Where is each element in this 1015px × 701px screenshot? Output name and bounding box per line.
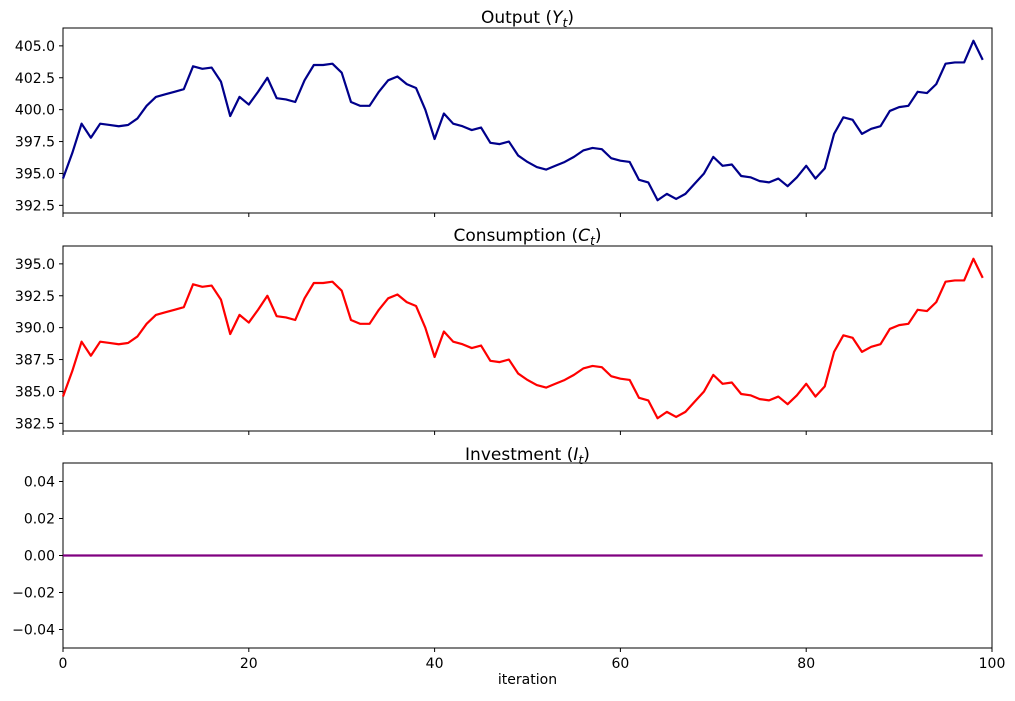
x-tick-label: 100 bbox=[979, 656, 1006, 672]
y-tick-label: 395.0 bbox=[15, 257, 55, 273]
x-tick-label: 80 bbox=[797, 656, 815, 672]
x-tick-label: 40 bbox=[426, 656, 444, 672]
y-tick-label: 0.04 bbox=[24, 475, 55, 491]
y-tick-label: 392.5 bbox=[15, 198, 55, 214]
axes-spines bbox=[62, 27, 993, 214]
plot-title-investment: Investment (It) bbox=[63, 445, 992, 467]
output-line bbox=[61, 39, 984, 202]
y-tick-label: 382.5 bbox=[15, 416, 55, 432]
axes-spines bbox=[62, 245, 993, 432]
y-tick-label: 400.0 bbox=[15, 103, 55, 119]
title-text: ) bbox=[583, 445, 590, 465]
y-tick-label: 405.0 bbox=[15, 39, 55, 55]
title-text: ) bbox=[594, 226, 602, 246]
x-tick-label: 20 bbox=[240, 656, 258, 672]
y-tick-label: −0.04 bbox=[12, 623, 55, 639]
title-symbol: I bbox=[573, 445, 579, 465]
y-tick-label: −0.02 bbox=[12, 586, 55, 602]
title-text: Consumption ( bbox=[453, 226, 579, 246]
y-tick-label: 0.02 bbox=[24, 512, 55, 528]
title-subscript: t bbox=[578, 452, 584, 467]
y-tick-label: 395.0 bbox=[15, 166, 55, 182]
y-tick-label: 0.00 bbox=[24, 549, 55, 565]
x-tick-label: 0 bbox=[59, 656, 68, 672]
y-tick-label: 385.0 bbox=[15, 384, 55, 400]
consumption-line bbox=[61, 257, 984, 420]
title-symbol: Y bbox=[552, 8, 563, 28]
plot-title-consumption: Consumption (Ct) bbox=[63, 226, 992, 248]
y-tick-label: 397.5 bbox=[15, 135, 55, 151]
y-tick-label: 387.5 bbox=[15, 353, 55, 369]
title-subscript: t bbox=[562, 15, 568, 30]
plot-title-output: Output (Yt) bbox=[63, 8, 992, 30]
y-tick-label: 390.0 bbox=[15, 321, 55, 337]
title-symbol: C bbox=[578, 226, 590, 246]
title-text: ) bbox=[567, 8, 575, 28]
y-tick-label: 402.5 bbox=[15, 71, 55, 87]
y-tick-label: 392.5 bbox=[15, 289, 55, 305]
x-tick-label: 60 bbox=[611, 656, 629, 672]
x-axis-label: iteration bbox=[497, 672, 558, 688]
title-subscript: t bbox=[589, 233, 595, 248]
title-text: Output ( bbox=[480, 8, 553, 28]
title-text: Investment ( bbox=[465, 445, 574, 465]
